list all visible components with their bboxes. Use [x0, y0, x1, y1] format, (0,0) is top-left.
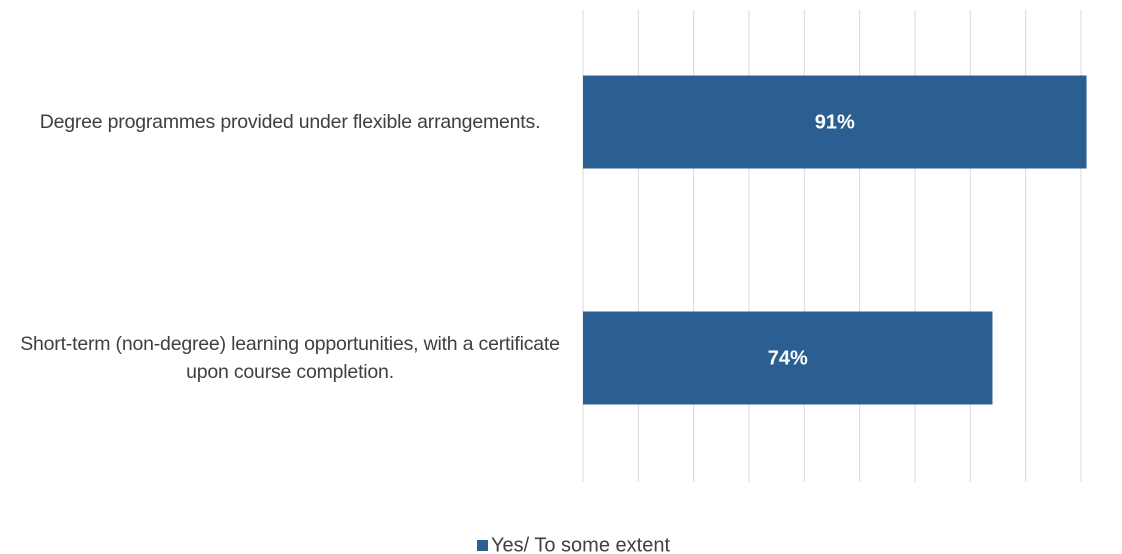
legend-swatch — [477, 540, 488, 551]
value-label: 91% — [815, 111, 855, 133]
legend-label: Yes/ To some extent — [491, 534, 670, 554]
bar — [583, 75, 1087, 169]
category-label: Degree programmes provided under flexibl… — [39, 111, 541, 133]
bar — [583, 311, 993, 405]
value-label: 74% — [768, 347, 808, 369]
category-label: Short-term (non-degree) learning opportu… — [20, 333, 560, 383]
